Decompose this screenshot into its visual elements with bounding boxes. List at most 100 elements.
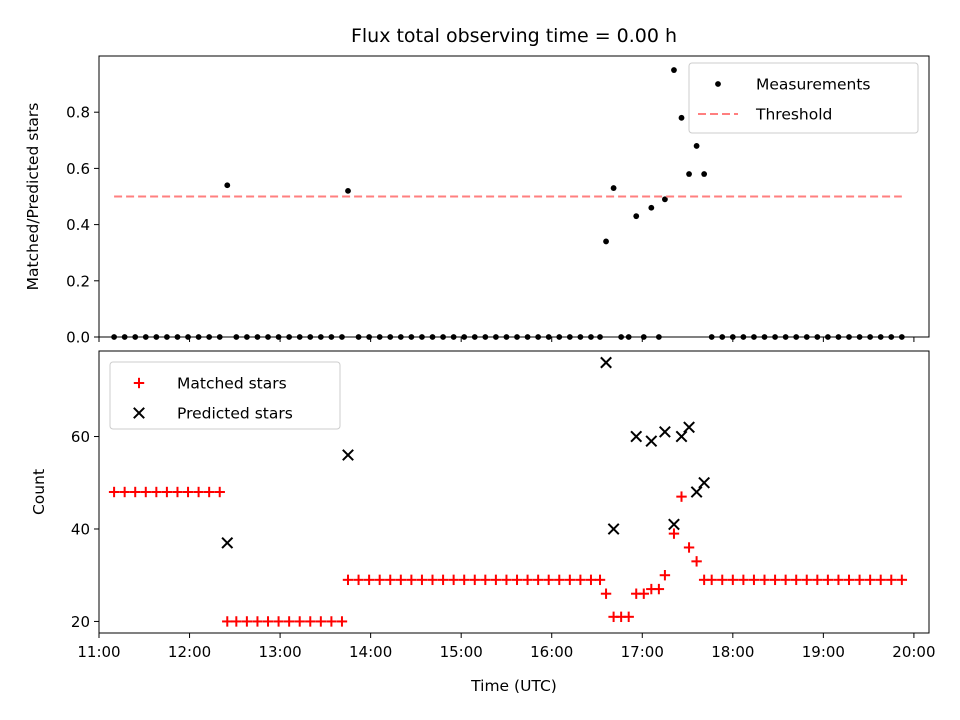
top-measurement-point bbox=[345, 187, 351, 194]
bottom-predicted-point bbox=[221, 536, 234, 549]
bottom-matched-point bbox=[262, 616, 274, 627]
bottom-predicted-stroke-b bbox=[690, 486, 703, 498]
top-measurement-point bbox=[174, 334, 181, 340]
top-measurement-point bbox=[185, 334, 191, 340]
bottom-matched-point bbox=[108, 486, 120, 498]
top-measurement-point bbox=[772, 334, 778, 340]
top-measurement-point bbox=[824, 334, 831, 340]
bottom-predicted-point bbox=[668, 518, 680, 531]
bottom-matched-point bbox=[395, 574, 407, 586]
top-measurement-point bbox=[856, 334, 863, 340]
bottom-matched-point bbox=[193, 486, 204, 498]
top-measurement-point bbox=[701, 171, 708, 177]
bottom-matched-point bbox=[543, 574, 554, 586]
bottom-predicted-stroke-b bbox=[645, 435, 658, 448]
bottom-matched-point bbox=[875, 574, 886, 586]
bottom-matched-point bbox=[336, 616, 348, 627]
bottom-xtick-label: 12:00 bbox=[168, 643, 211, 661]
top-measurement-point bbox=[729, 334, 736, 340]
bottom-matched-point bbox=[801, 574, 812, 586]
bottom-matched-point bbox=[600, 588, 612, 599]
bottom-matched-point bbox=[780, 574, 791, 586]
bottom-xtick-label: 19:00 bbox=[802, 643, 845, 661]
top-measurement-point bbox=[206, 334, 213, 340]
bottom-matched-point bbox=[214, 486, 225, 498]
top-measurement-point bbox=[603, 238, 609, 245]
bottom-matched-point bbox=[490, 574, 502, 586]
top-measurement-point bbox=[888, 334, 895, 340]
top-measurement-point bbox=[317, 334, 324, 340]
bottom-matched-point bbox=[342, 574, 354, 586]
top-measurement-point bbox=[132, 334, 139, 340]
top-measurement-point bbox=[195, 334, 202, 340]
top-measurement-point bbox=[142, 334, 149, 340]
bottom-predicted-point bbox=[675, 430, 688, 443]
top-measurement-point bbox=[693, 143, 700, 149]
bottom-matched-point bbox=[511, 574, 523, 586]
bottom-matched-point bbox=[140, 486, 151, 498]
top-legend: Measurements Threshold bbox=[688, 62, 919, 134]
bottom-predicted-stroke-b bbox=[659, 425, 671, 438]
top-measurement-point bbox=[793, 334, 800, 340]
bottom-matched-point bbox=[119, 486, 130, 498]
top-measurement-point bbox=[655, 334, 662, 340]
bottom-matched-point bbox=[363, 574, 375, 586]
top-measurement-point bbox=[461, 334, 468, 340]
top-measurement-point bbox=[782, 334, 789, 340]
bottom-matched-point bbox=[822, 574, 834, 586]
bottom-matched-point bbox=[585, 574, 597, 586]
top-legend-box bbox=[688, 62, 919, 134]
bottom-matched-point bbox=[172, 486, 183, 498]
bottom-predicted-stroke-b bbox=[600, 356, 612, 369]
bottom-predicted-point bbox=[600, 356, 612, 369]
bottom-predicted-point bbox=[690, 486, 703, 498]
bottom-matched-point bbox=[769, 574, 781, 586]
bottom-xtick-label: 14:00 bbox=[349, 643, 392, 661]
top-measurement-point bbox=[216, 334, 223, 340]
top-measurement-point bbox=[835, 334, 842, 340]
top-measurement-point bbox=[514, 334, 520, 340]
top-measurement-point bbox=[556, 334, 563, 340]
top-legend-label: Threshold bbox=[755, 106, 832, 124]
bottom-predicted-stroke-b bbox=[698, 476, 711, 489]
top-measurement-point bbox=[640, 334, 647, 340]
top-measurement-point bbox=[243, 334, 250, 340]
bottom-matched-point bbox=[748, 574, 760, 586]
bottom-ylabel: Count bbox=[30, 469, 48, 515]
bottom-matched-point bbox=[427, 574, 438, 586]
bottom-predicted-point bbox=[342, 449, 354, 461]
bottom-matched-point bbox=[575, 574, 586, 586]
bottom-legend-box bbox=[109, 361, 341, 430]
top-measurement-point bbox=[111, 334, 117, 340]
bottom-matched-point bbox=[833, 574, 844, 586]
bottom-matched-point bbox=[659, 570, 671, 581]
bottom-matched-point bbox=[638, 588, 649, 599]
top-measurement-point bbox=[633, 213, 640, 220]
top-measurement-point bbox=[254, 334, 261, 340]
top-measurement-point bbox=[678, 114, 685, 121]
top-measurement-point bbox=[803, 334, 810, 340]
top-measurement-point bbox=[265, 334, 271, 340]
top-measurement-point bbox=[898, 334, 905, 340]
top-panel: 0.0 0.2 0.4 0.6 0.8 Matched/Predicted stars Me… bbox=[24, 55, 930, 347]
bottom-matched-point bbox=[326, 616, 337, 627]
bottom-matched-point bbox=[151, 486, 162, 498]
bottom-ytick-label: 20 bbox=[71, 613, 90, 631]
bottom-matched-point bbox=[448, 574, 459, 586]
top-measurement-point bbox=[366, 334, 373, 340]
top-measurement-point bbox=[610, 185, 617, 191]
bottom-xtick-label: 16:00 bbox=[530, 643, 573, 661]
top-measurement-point bbox=[597, 334, 603, 340]
bottom-xtick-label: 13:00 bbox=[258, 643, 301, 661]
bottom-matched-point bbox=[864, 574, 876, 586]
bottom-matched-point bbox=[231, 616, 242, 627]
top-measurement-point bbox=[355, 334, 362, 340]
bottom-matched-point bbox=[385, 574, 396, 586]
bottom-matched-point bbox=[791, 574, 802, 586]
bottom-matched-point bbox=[554, 574, 565, 586]
bottom-matched-point bbox=[717, 574, 728, 586]
bottom-legend-label: Matched stars bbox=[177, 375, 287, 393]
top-measurement-point bbox=[535, 334, 542, 340]
bottom-matched-point bbox=[353, 574, 364, 586]
